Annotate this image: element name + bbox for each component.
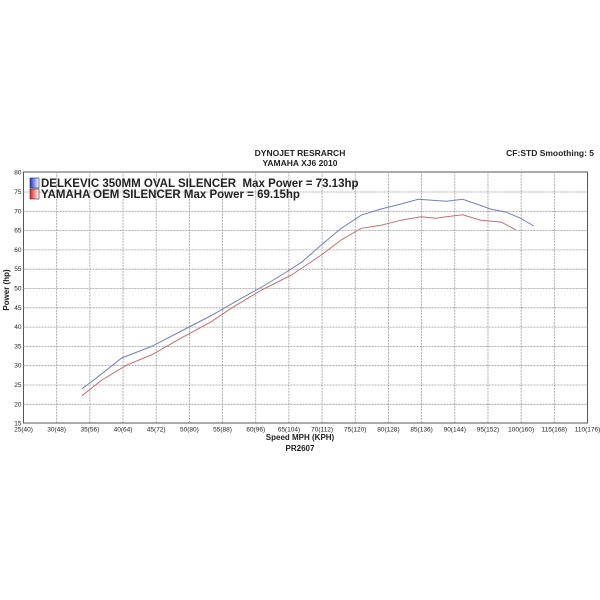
y-tick-label: 15 [14, 421, 22, 428]
x-tick-label: 45(72) [147, 427, 166, 434]
y-tick-label: 30 [14, 363, 22, 370]
x-tick-label: 75(120) [344, 427, 366, 434]
x-tick-label: 115(168) [542, 427, 568, 434]
x-tick-label: 95(152) [477, 427, 499, 434]
x-tick-label: 30(48) [47, 427, 66, 434]
y-tick-label: 45 [14, 305, 22, 312]
corner-note: CF:STD Smoothing: 5 [506, 148, 594, 158]
legend-label-0: DELKEVIC 350MM OVAL SILENCER Max Power =… [41, 178, 359, 190]
x-tick-label: 65(104) [278, 427, 300, 434]
x-tick-label: 50(80) [180, 427, 199, 434]
x-tick-label: 40(64) [114, 427, 133, 434]
x-tick-label: 110(176) [575, 427, 600, 434]
y-tick-label: 70 [14, 208, 22, 215]
ticks: 25(40) 30(48) 35(56) 40(64) 45(72) 50(80) 55(8… [14, 170, 600, 434]
y-tick-label: 65 [14, 228, 22, 235]
grid [23, 171, 588, 424]
y-tick-label: 40 [14, 324, 22, 331]
series-line-1 [81, 214, 517, 397]
y-tick-label: 50 [14, 286, 22, 293]
x-tick-label: 60(96) [246, 427, 265, 434]
x-tick-label: 80(128) [377, 427, 399, 434]
x-tick-label: 55(88) [213, 427, 232, 434]
x-tick-label: 35(56) [80, 427, 99, 434]
chart-title: DYNOJET RESRARCH [255, 148, 346, 158]
series-lines [81, 198, 535, 397]
plot-area [23, 171, 588, 424]
legend-swatch-0 [29, 177, 40, 189]
legend-swatch-1 [29, 188, 40, 200]
x-axis-label: Speed MPH (KPH) [266, 433, 335, 442]
x-tick-label: 85(136) [410, 427, 432, 434]
x-tick-label: 100(160) [508, 427, 534, 434]
footer-label: PR2607 [286, 444, 315, 453]
y-tick-label: 55 [14, 266, 22, 273]
y-tick-label: 35 [14, 343, 22, 350]
x-tick-label: 25(40) [14, 427, 33, 434]
y-tick-label: 60 [14, 247, 22, 254]
y-tick-label: 80 [14, 170, 22, 177]
x-tick-label: 90(144) [444, 427, 466, 434]
chart-subtitle: YAMAHA XJ6 2010 [263, 158, 338, 168]
y-tick-label: 20 [14, 401, 22, 408]
series-line-0 [81, 198, 535, 390]
x-tick-label: 70(112) [311, 427, 333, 434]
y-tick-label: 25 [14, 382, 22, 389]
y-tick-label: 75 [14, 189, 22, 196]
legend-label-1: YAMAHA OEM SILENCER Max Power = 69.15hp [41, 189, 300, 201]
legend: DELKEVIC 350MM OVAL SILENCER Max Power =… [29, 177, 359, 201]
y-axis-label: Power (hp) [2, 269, 11, 311]
